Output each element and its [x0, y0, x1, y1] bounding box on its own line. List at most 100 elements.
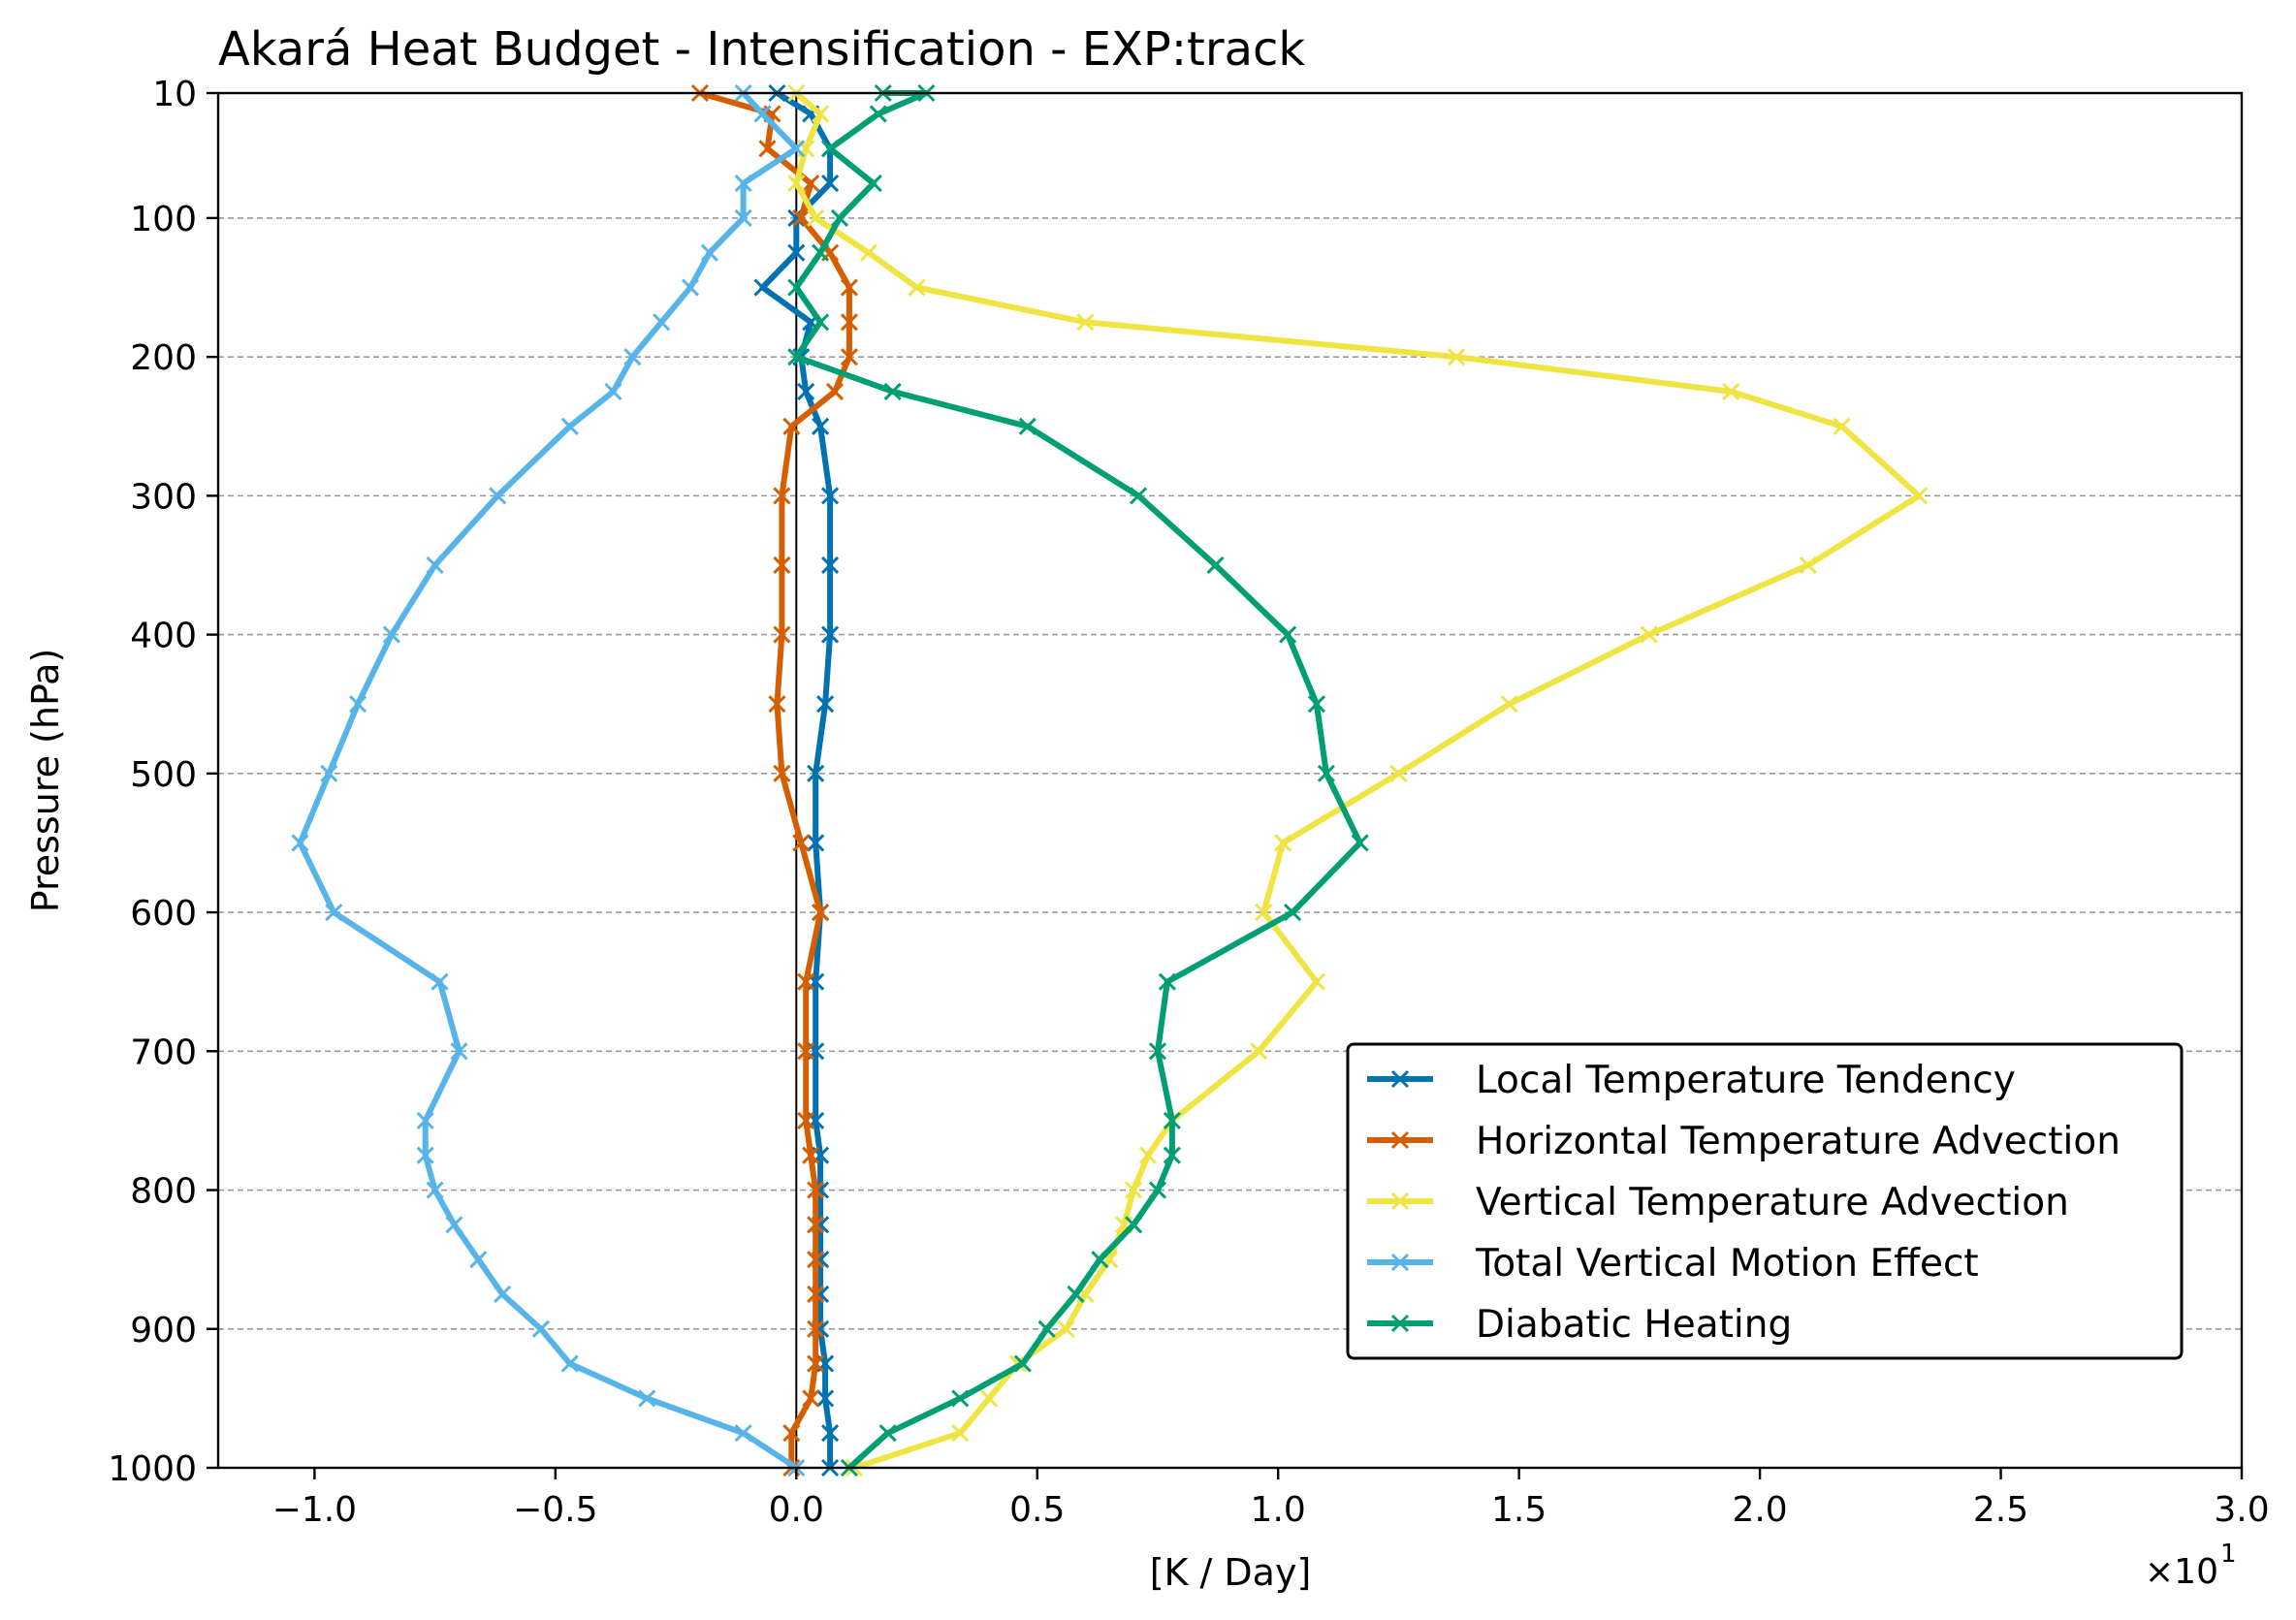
legend-item: Total Vertical Motion Effect [1367, 1242, 1979, 1286]
data-point [883, 382, 902, 401]
data-point [812, 417, 830, 435]
data-point [797, 1111, 815, 1129]
data-point [792, 208, 811, 227]
data-point [1067, 1285, 1085, 1304]
data-point [734, 1424, 752, 1443]
data-point [753, 278, 772, 297]
legend-frame [1346, 1042, 2184, 1360]
legend-marker [1390, 1069, 1410, 1089]
data-point [908, 278, 926, 297]
legend: Local Temperature Tendency Horizontal Tem… [1346, 1042, 2184, 1360]
data-point [1389, 764, 1408, 782]
x-axis-label: [K / Day] [1150, 1551, 1312, 1594]
legend-label: Diabatic Heating [1476, 1303, 1792, 1347]
legend-item: Horizontal Temperature Advection [1367, 1120, 2121, 1163]
data-point [1163, 1146, 1181, 1164]
data-point [807, 1354, 825, 1373]
data-point [807, 1319, 825, 1338]
data-point [1125, 1216, 1143, 1234]
data-point [1447, 348, 1466, 366]
data-point [1158, 972, 1176, 991]
data-point [753, 105, 772, 123]
data-point [734, 208, 752, 227]
x-tick-label: 2.5 [1973, 1490, 2028, 1530]
data-point [787, 140, 806, 158]
data-point [700, 243, 718, 262]
data-point [821, 175, 840, 193]
data-point [807, 1285, 825, 1304]
data-point [349, 695, 367, 714]
data-point [768, 695, 786, 714]
x-tick-label: −1.0 [272, 1490, 357, 1530]
data-point [1279, 625, 1297, 644]
data-point [531, 1319, 550, 1338]
legend-item: Vertical Temperature Advection [1367, 1181, 2069, 1224]
data-point [773, 764, 791, 782]
y-tick-label: 1000 [108, 1449, 197, 1489]
data-point [807, 1181, 825, 1199]
data-point [802, 175, 820, 193]
data-point [1255, 904, 1273, 922]
data-point [787, 175, 806, 193]
data-point [797, 972, 815, 991]
data-point [450, 1042, 468, 1061]
y-tick-label: 700 [130, 1032, 197, 1072]
data-point [416, 1111, 434, 1129]
data-point [325, 904, 343, 922]
legend-marker [1390, 1191, 1410, 1211]
data-point [859, 243, 877, 262]
data-point [830, 208, 849, 227]
data-point [840, 278, 859, 297]
data-point [1138, 1146, 1158, 1164]
data-point [623, 348, 642, 366]
data-point [807, 1251, 825, 1269]
data-point [792, 834, 811, 852]
data-point [1722, 382, 1740, 401]
x-tick-label: 0.0 [769, 1490, 824, 1530]
data-point [1130, 487, 1148, 505]
data-point [807, 208, 825, 227]
x-tick-label: 1.0 [1251, 1490, 1306, 1530]
data-point [1037, 1319, 1056, 1338]
data-point [681, 278, 700, 297]
data-point [816, 1389, 835, 1408]
y-tick-label: 600 [130, 894, 197, 934]
data-series [291, 83, 1929, 1477]
data-point [807, 834, 825, 852]
data-point [494, 1285, 512, 1304]
y-tick-label: 500 [130, 755, 197, 795]
data-point [653, 313, 671, 332]
data-point [382, 625, 400, 644]
y-tick-label: 10 [152, 75, 197, 114]
chart-title: Akará Heat Budget - Intensification - EX… [218, 22, 1305, 77]
data-point [1317, 764, 1335, 782]
data-point [445, 1216, 463, 1234]
data-point [821, 625, 840, 644]
data-point [773, 556, 791, 575]
data-point [840, 348, 859, 366]
data-point [802, 1389, 820, 1408]
data-point [604, 382, 622, 401]
x-tick-label: 1.5 [1491, 1490, 1547, 1530]
data-point [821, 487, 840, 505]
data-point [812, 313, 830, 332]
legend-marker [1390, 1130, 1410, 1150]
data-point [816, 695, 835, 714]
y-tick-label: 900 [130, 1311, 197, 1350]
data-point [426, 556, 444, 575]
x-axis-offset-multiplier: ×10 [2145, 1552, 2218, 1592]
y-tick-label: 100 [130, 200, 197, 239]
y-tick-label: 800 [130, 1172, 197, 1212]
data-point [773, 625, 791, 644]
data-point [1833, 417, 1851, 435]
data-point [1148, 1181, 1167, 1199]
legend-label: Horizontal Temperature Advection [1476, 1120, 2121, 1163]
legend-item: Diabatic Heating [1367, 1303, 1792, 1347]
data-point [1057, 1319, 1075, 1338]
data-point [320, 764, 338, 782]
data-point [787, 243, 806, 262]
legend-marker [1390, 1253, 1410, 1272]
data-point [812, 105, 830, 123]
data-point [1091, 1251, 1109, 1269]
